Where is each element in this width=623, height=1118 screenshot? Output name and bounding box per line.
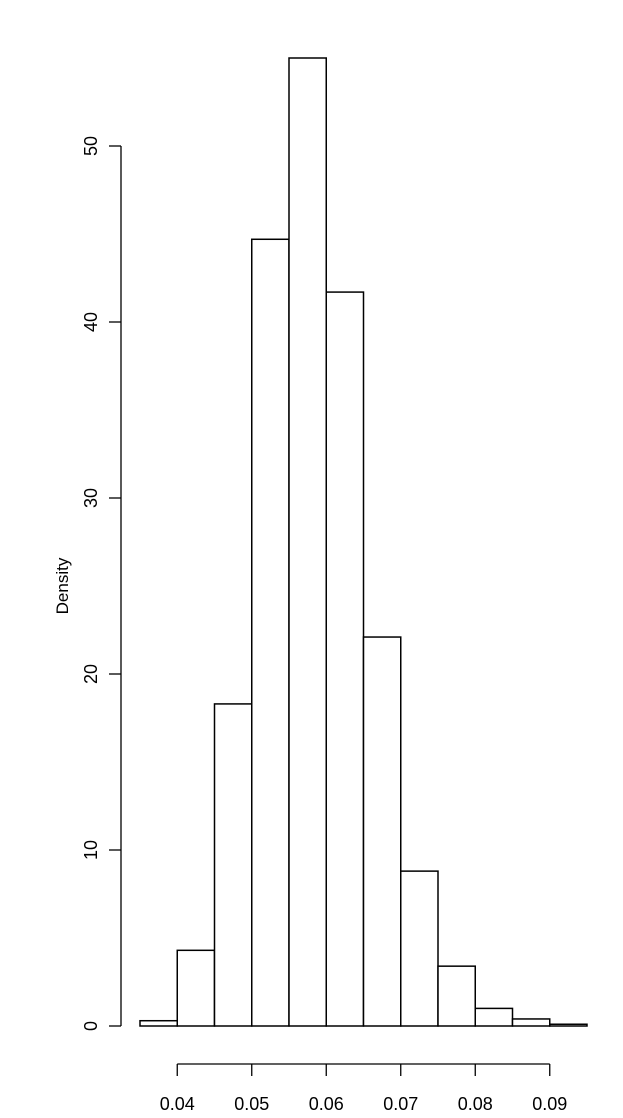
- histogram-bar-6: [362, 636, 402, 1027]
- x-tick-label-3: 0.07: [383, 1094, 418, 1114]
- histogram-bar-11: [549, 1023, 588, 1027]
- x-tick-label-5: 0.09: [532, 1094, 567, 1114]
- y-tick-label-0: 0: [81, 1021, 101, 1031]
- x-tick-label-2: 0.06: [309, 1094, 344, 1114]
- histogram-bar-1: [176, 949, 216, 1027]
- y-tick-label-1: 10: [81, 840, 101, 860]
- x-tick-label-1: 0.05: [234, 1094, 269, 1114]
- histogram-bar-3: [251, 238, 290, 1027]
- y-tick-label-3: 30: [81, 488, 101, 508]
- histogram-bar-0: [139, 1019, 178, 1027]
- x-tick-label-4: 0.08: [458, 1094, 493, 1114]
- histogram-bar-8: [437, 965, 476, 1027]
- y-axis: 0 10 20 30 40 50: [81, 136, 122, 1031]
- histogram-bar-7: [400, 870, 439, 1027]
- histogram-bar-2: [213, 703, 253, 1027]
- histogram-bar-5: [325, 291, 365, 1027]
- x-tick-label-0: 0.04: [160, 1094, 195, 1114]
- y-axis-title: Density: [53, 557, 72, 614]
- histogram-bar-9: [474, 1007, 514, 1027]
- x-axis: 0.04 0.05 0.06 0.07 0.08 0.09: [160, 1063, 567, 1114]
- y-tick-label-2: 20: [81, 664, 101, 684]
- histogram-bars: [139, 57, 588, 1027]
- histogram-bar-4: [288, 57, 327, 1027]
- y-tick-label-4: 40: [81, 312, 101, 332]
- y-tick-label-5: 50: [81, 136, 101, 156]
- histogram-bar-10: [511, 1018, 551, 1027]
